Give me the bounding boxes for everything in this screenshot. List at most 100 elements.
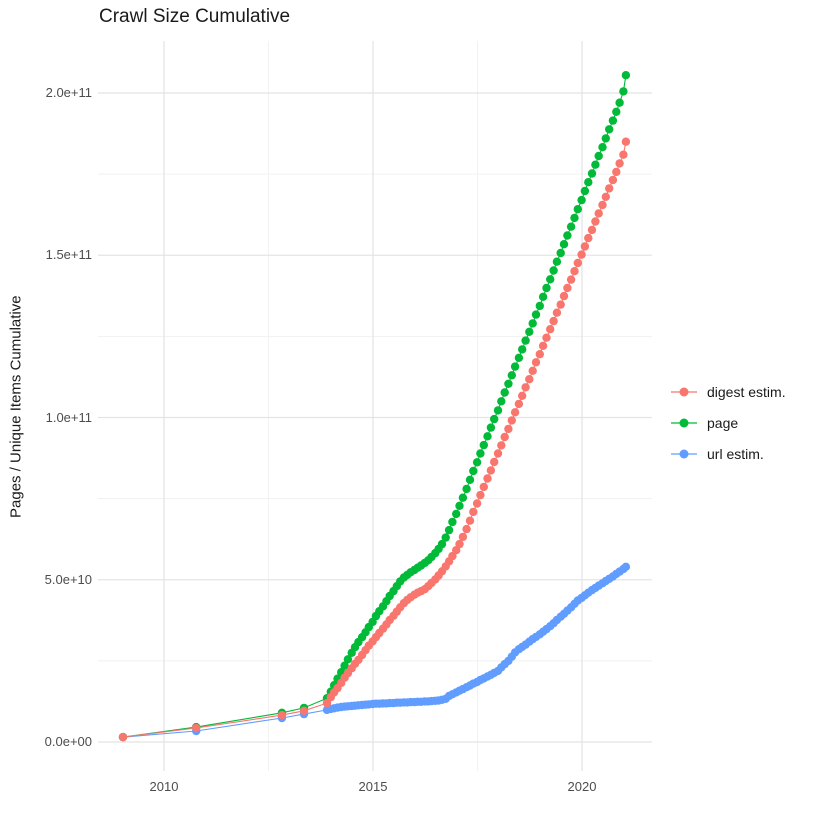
data-point xyxy=(514,353,524,362)
data-point xyxy=(493,449,503,458)
data-point xyxy=(580,242,590,251)
series-line-digest-estim- xyxy=(122,141,627,738)
data-point xyxy=(598,143,607,152)
data-point xyxy=(521,336,530,345)
legend-key-icon xyxy=(671,418,697,427)
data-point xyxy=(549,266,558,275)
data-point xyxy=(525,327,534,336)
data-point xyxy=(587,169,597,178)
y-tick-label: 2.0e+11 xyxy=(45,85,92,100)
data-point xyxy=(566,275,576,284)
data-point xyxy=(343,655,353,664)
series-points-digest-estim- xyxy=(118,137,631,742)
legend-item-digest-estim: digest estim. xyxy=(670,376,786,407)
data-point xyxy=(455,501,464,510)
data-point xyxy=(612,167,621,177)
data-point xyxy=(615,98,624,107)
data-point xyxy=(490,414,499,424)
data-point xyxy=(531,310,541,319)
data-point xyxy=(521,383,530,392)
data-point xyxy=(472,458,482,467)
data-point xyxy=(441,533,450,542)
data-point xyxy=(483,432,492,441)
data-point xyxy=(299,706,309,715)
data-point xyxy=(462,484,471,494)
data-point xyxy=(573,205,582,214)
data-point xyxy=(591,217,600,226)
data-point xyxy=(601,192,610,201)
data-point xyxy=(538,292,548,301)
data-point xyxy=(535,350,544,359)
legend-item-url-estim: url estim. xyxy=(670,438,786,469)
series-points-page xyxy=(118,71,631,742)
data-point xyxy=(594,209,603,218)
data-point xyxy=(584,178,593,187)
data-point xyxy=(549,316,558,326)
data-point xyxy=(493,406,503,415)
data-point xyxy=(455,539,464,549)
plot-title: Crawl Size Cumulative xyxy=(99,6,291,27)
data-point xyxy=(476,449,485,458)
data-point xyxy=(476,490,485,500)
data-point xyxy=(546,325,555,334)
x-tick-label: 2020 xyxy=(567,779,597,794)
data-point xyxy=(518,391,527,400)
y-tick-label: 0.0e+00 xyxy=(44,734,92,749)
data-point xyxy=(566,222,576,231)
data-point xyxy=(452,509,461,519)
data-point xyxy=(556,300,565,309)
data-point xyxy=(587,225,597,235)
data-point xyxy=(584,233,593,243)
data-point xyxy=(577,195,586,205)
data-point xyxy=(490,457,499,467)
data-point xyxy=(538,341,548,350)
data-point xyxy=(591,160,600,169)
data-point xyxy=(615,159,624,168)
data-point xyxy=(608,175,618,185)
data-point xyxy=(497,441,506,450)
data-point xyxy=(500,388,509,397)
data-point xyxy=(528,366,537,375)
data-point xyxy=(559,240,569,249)
data-point xyxy=(563,231,572,240)
data-point xyxy=(514,399,524,409)
series-points-url-estim- xyxy=(118,562,631,742)
data-point xyxy=(601,134,610,143)
data-point xyxy=(556,248,565,258)
data-point xyxy=(531,358,541,367)
data-point xyxy=(542,283,551,293)
data-point xyxy=(535,301,544,311)
data-point xyxy=(619,150,628,159)
data-point xyxy=(559,291,569,301)
data-point xyxy=(605,125,614,134)
data-point xyxy=(465,516,475,525)
data-point xyxy=(605,184,614,193)
data-point xyxy=(621,137,631,146)
data-point xyxy=(528,319,537,328)
y-tick-label: 1.5e+11 xyxy=(45,247,92,263)
data-point xyxy=(277,710,287,720)
data-point xyxy=(192,723,201,733)
data-point xyxy=(573,258,582,268)
data-point xyxy=(621,562,631,571)
legend-label: url estim. xyxy=(707,445,764,462)
data-point xyxy=(486,423,496,432)
y-axis-title: Pages / Unique Items Cumulative xyxy=(7,295,25,519)
data-point xyxy=(552,257,562,266)
data-point xyxy=(577,250,586,259)
data-point xyxy=(510,362,520,371)
legend-label: page xyxy=(707,414,739,431)
data-point xyxy=(563,283,572,293)
data-point xyxy=(497,397,506,406)
data-point xyxy=(598,200,607,210)
data-point xyxy=(552,308,562,317)
data-point xyxy=(608,116,618,125)
data-point xyxy=(486,466,496,475)
legend-key-dot xyxy=(679,418,689,427)
legend-key-dot xyxy=(679,387,689,396)
data-point xyxy=(437,539,447,549)
data-point xyxy=(479,482,488,492)
data-point xyxy=(507,416,516,425)
data-point xyxy=(542,333,551,342)
